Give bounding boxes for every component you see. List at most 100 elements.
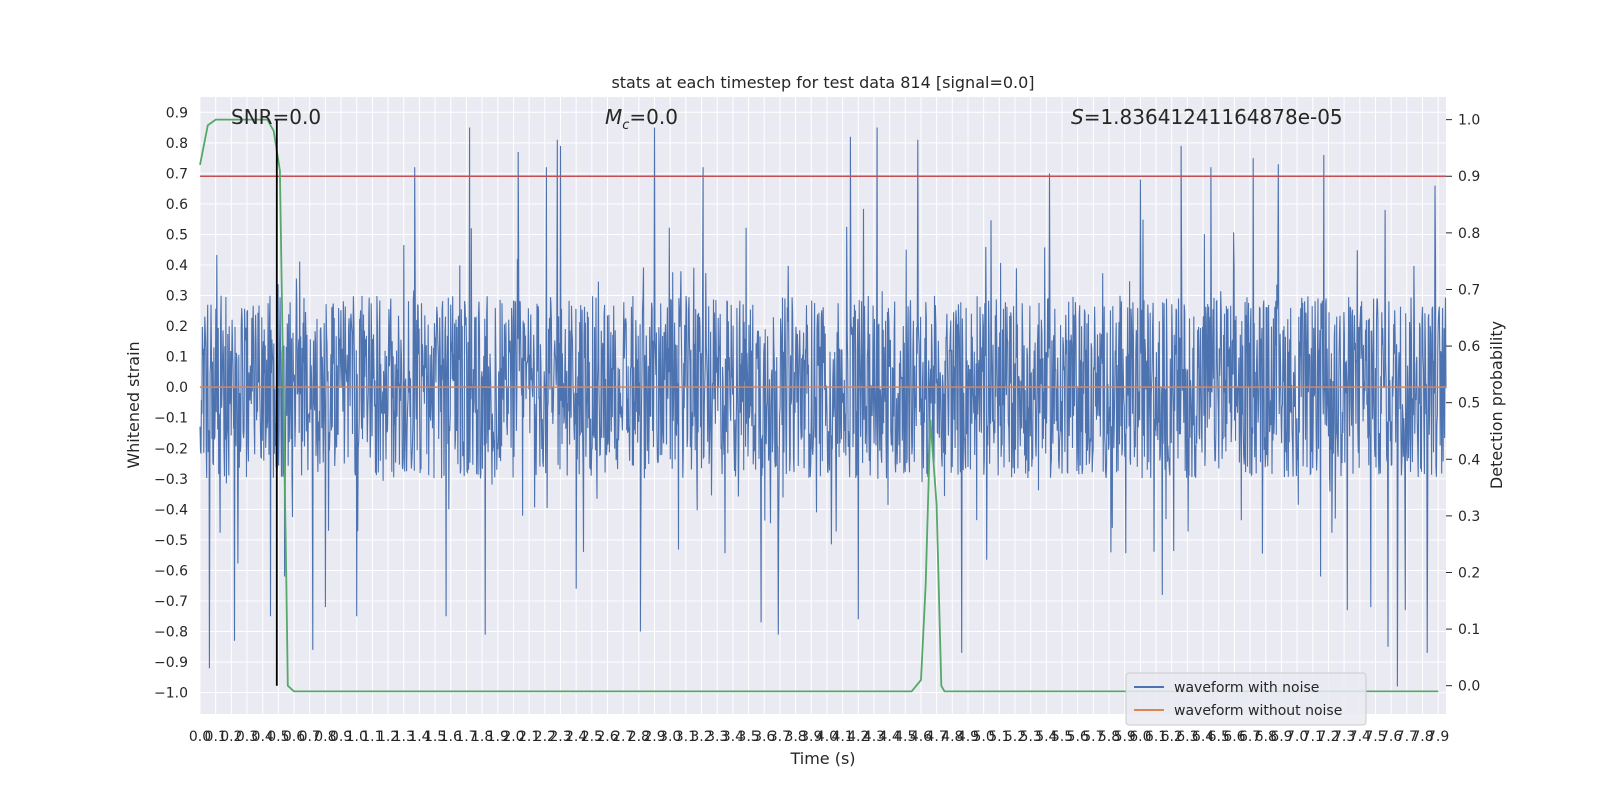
x-tick-label: 4.6 xyxy=(910,729,932,745)
y-tick-label: −1.0 xyxy=(154,686,188,702)
x-tick-label: 0.6 xyxy=(283,729,305,745)
x-tick-label: 7.9 xyxy=(1427,729,1449,745)
x-tick-label: 5.1 xyxy=(988,729,1010,745)
x-tick-label: 5.5 xyxy=(1051,729,1073,745)
x-tick-label: 3.4 xyxy=(722,729,744,745)
x-tick-label: 0.0 xyxy=(189,729,211,745)
y2-tick-label: 1.0 xyxy=(1458,113,1480,129)
legend-label-clean: waveform without noise xyxy=(1174,703,1342,719)
detection-probability-line xyxy=(199,118,1439,693)
x-tick-label: 4.5 xyxy=(894,729,916,745)
y2-tick-label: 0.3 xyxy=(1458,509,1480,525)
y-tick-label: 0.9 xyxy=(166,105,188,121)
y2-tick-label: 0.7 xyxy=(1458,282,1480,298)
x-tick-label: 3.7 xyxy=(769,729,791,745)
x-tick-label: 1.0 xyxy=(346,729,368,745)
x-tick-label: 1.5 xyxy=(424,729,446,745)
y-tick-labels: 0.9 0.8 0.7 0.6 0.5 0.4 0.3 0.2 0.1 0.0 −0.1 −0.2 −0… xyxy=(154,105,188,701)
mc-symbol: M xyxy=(605,105,622,129)
x-tick-label: 4.7 xyxy=(925,729,947,745)
x-tick-label: 0.4 xyxy=(252,729,274,745)
x-tick-label: 2.7 xyxy=(612,729,634,745)
y2-tick-label: 0.5 xyxy=(1458,396,1480,412)
x-tick-label: 6.2 xyxy=(1161,729,1183,745)
x-tick-label: 5.8 xyxy=(1098,729,1120,745)
x-tick-label: 3.0 xyxy=(659,729,681,745)
x-tick-label: 3.2 xyxy=(690,729,712,745)
y-tick-label: −0.6 xyxy=(154,563,188,579)
x-tick-label: 2.5 xyxy=(581,729,603,745)
y-tick-label: −0.3 xyxy=(154,472,188,488)
chart-title: stats at each timestep for test data 814… xyxy=(611,73,1034,92)
x-tick-label: 4.1 xyxy=(831,729,853,745)
y-tick-label: −0.2 xyxy=(154,441,188,457)
y2-tick-label: 0.4 xyxy=(1458,452,1480,468)
waveform-with-noise-line xyxy=(199,127,1447,687)
y-tick-label: 0.6 xyxy=(166,197,188,213)
x-tick-label: 5.4 xyxy=(1035,729,1057,745)
series-lines xyxy=(199,118,1446,693)
x-tick-label: 6.4 xyxy=(1192,729,1214,745)
y2-tick-labels: 1.0 0.9 0.8 0.7 0.6 0.5 0.4 0.3 0.2 0.1 0.0 xyxy=(1446,113,1480,695)
x-tick-label: 5.2 xyxy=(1004,729,1026,745)
x-tick-label: 3.9 xyxy=(800,729,822,745)
y2-tick-label: 0.8 xyxy=(1458,226,1480,242)
x-tick-label: 3.1 xyxy=(675,729,697,745)
x-tick-label: 0.7 xyxy=(299,729,321,745)
y-tick-label: −0.9 xyxy=(154,655,188,671)
x-tick-label: 5.9 xyxy=(1114,729,1136,745)
x-tick-label: 7.1 xyxy=(1302,729,1324,745)
mc-annotation: Mc=0.0 xyxy=(605,105,678,133)
x-tick-label: 2.4 xyxy=(565,729,587,745)
y2-tick-label: 0.9 xyxy=(1458,169,1480,185)
mc-subscript: c xyxy=(622,118,629,133)
x-tick-label: 7.3 xyxy=(1333,729,1355,745)
x-tick-label: 5.0 xyxy=(973,729,995,745)
legend-box xyxy=(1125,672,1367,726)
x-tick-label: 3.5 xyxy=(737,729,759,745)
y-tick-label: −0.8 xyxy=(154,625,188,641)
x-tick-label: 1.4 xyxy=(408,729,430,745)
x-tick-label: 6.8 xyxy=(1255,729,1277,745)
x-tick-label: 0.1 xyxy=(205,729,227,745)
x-tick-label: 7.4 xyxy=(1349,729,1371,745)
x-tick-label: 2.9 xyxy=(643,729,665,745)
y-axis-label: Whitened strain xyxy=(124,341,143,468)
x-tick-label: 4.8 xyxy=(941,729,963,745)
x-tick-label: 7.2 xyxy=(1317,729,1339,745)
x-tick-label: 4.3 xyxy=(863,729,885,745)
y2-tick-label: 0.1 xyxy=(1458,622,1480,638)
x-tick-label: 5.7 xyxy=(1082,729,1104,745)
x-tick-label: 4.9 xyxy=(957,729,979,745)
x-tick-label: 2.0 xyxy=(502,729,524,745)
x-tick-label: 0.5 xyxy=(267,729,289,745)
y2-axis-label: Detection probability xyxy=(1487,321,1506,489)
x-tick-label: 2.2 xyxy=(534,729,556,745)
x-tick-label: 7.8 xyxy=(1411,729,1433,745)
x-tick-label: 0.8 xyxy=(314,729,336,745)
series-waveform-with-noise xyxy=(199,127,1447,687)
x-tick-label: 2.8 xyxy=(628,729,650,745)
x-tick-label: 1.9 xyxy=(487,729,509,745)
s-symbol: S xyxy=(1071,105,1084,129)
x-tick-label: 2.1 xyxy=(518,729,540,745)
s-annotation: S=1.83641241164878e-05 xyxy=(1071,105,1343,129)
y-tick-label: −0.5 xyxy=(154,533,188,549)
x-tick-label: 7.7 xyxy=(1396,729,1418,745)
y-tick-label: 0.4 xyxy=(166,258,188,274)
x-tick-label: 5.6 xyxy=(1067,729,1089,745)
x-tick-label: 3.6 xyxy=(753,729,775,745)
x-tick-label: 1.6 xyxy=(440,729,462,745)
snr-annotation: SNR=0.0 xyxy=(231,105,321,129)
x-tick-label: 6.6 xyxy=(1223,729,1245,745)
y2-tick-label: 0.2 xyxy=(1458,565,1480,581)
x-tick-label: 6.5 xyxy=(1208,729,1230,745)
x-tick-label: 6.9 xyxy=(1270,729,1292,745)
y-tick-label: 0.1 xyxy=(166,350,188,366)
x-tick-label: 0.3 xyxy=(236,729,258,745)
x-tick-label: 6.3 xyxy=(1176,729,1198,745)
y-tick-label: −0.7 xyxy=(154,594,188,610)
s-value: =1.83641241164878e-05 xyxy=(1084,105,1343,129)
x-tick-label: 1.2 xyxy=(377,729,399,745)
